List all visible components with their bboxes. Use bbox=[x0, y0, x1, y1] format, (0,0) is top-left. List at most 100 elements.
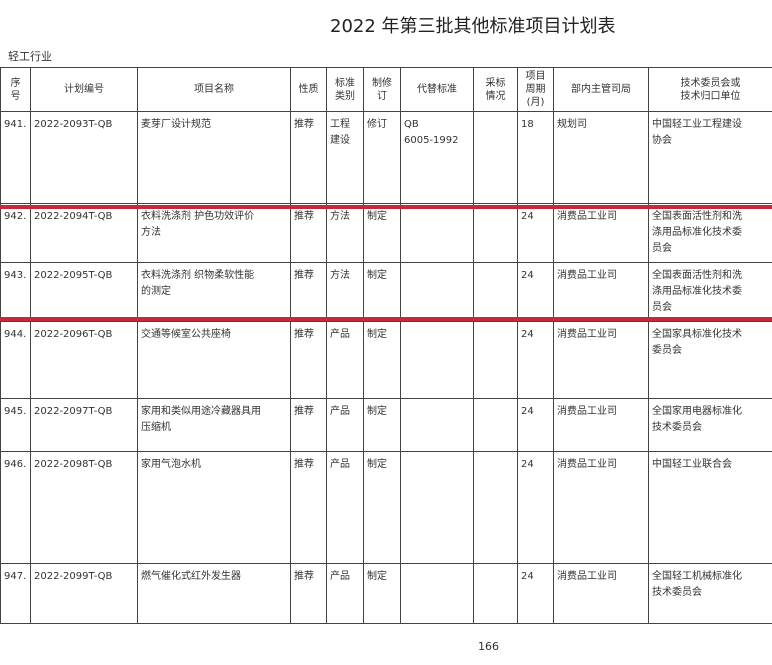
cell: 941. bbox=[0, 111, 31, 204]
cell: 945. bbox=[0, 398, 31, 452]
row: 947. 2022-2099T-QB 燃气催化式红外发生器 推荐 产品 制定 24 消费品工业… bbox=[0, 563, 772, 624]
cell: 消费品工业司 bbox=[553, 451, 649, 564]
cell: 943. bbox=[0, 262, 31, 322]
cell: 家用气泡水机 bbox=[137, 451, 291, 564]
row: 943. 2022-2095T-QB 衣料洗涤剂 织物柔软性能 的测定 推荐 方法 制定 2… bbox=[0, 262, 772, 322]
cell: 消费品工业司 bbox=[553, 563, 649, 624]
cell: 推荐 bbox=[290, 451, 327, 564]
column-header: 项目 周期 (月) bbox=[517, 67, 554, 112]
cell: 燃气催化式红外发生器 bbox=[137, 563, 291, 624]
cell: 24 bbox=[517, 321, 554, 399]
cell: 中国轻工业联合会 bbox=[648, 451, 772, 564]
column-header: 性质 bbox=[290, 67, 327, 112]
cell: 制定 bbox=[363, 262, 401, 322]
cell: 产品 bbox=[326, 398, 364, 452]
cell: 制定 bbox=[363, 563, 401, 624]
cell bbox=[473, 451, 518, 564]
cell: 消费品工业司 bbox=[553, 203, 649, 263]
cell: 全国家用电器标准化 技术委员会 bbox=[648, 398, 772, 452]
column-header: 制修 订 bbox=[363, 67, 401, 112]
cell: 推荐 bbox=[290, 563, 327, 624]
cell: 946. bbox=[0, 451, 31, 564]
cell: 全国家具标准化技术 委员会 bbox=[648, 321, 772, 399]
cell: 942. bbox=[0, 203, 31, 263]
red-line bbox=[0, 317, 772, 321]
cell bbox=[400, 451, 474, 564]
cell: 推荐 bbox=[290, 321, 327, 399]
row: 941. 2022-2093T-QB 麦芽厂设计规范 推荐 工程 建设 修订 QB 6005… bbox=[0, 111, 772, 204]
cell bbox=[473, 262, 518, 322]
column-header: 序 号 bbox=[0, 67, 31, 112]
cell: 全国表面活性剂和洗 涤用品标准化技术委 员会 bbox=[648, 262, 772, 322]
cell: 全国轻工机械标准化 技术委员会 bbox=[648, 563, 772, 624]
column-header: 标准 类别 bbox=[326, 67, 364, 112]
cell bbox=[400, 203, 474, 263]
cell: 消费品工业司 bbox=[553, 398, 649, 452]
cell: 衣料洗涤剂 护色功效评价 方法 bbox=[137, 203, 291, 263]
cell: 修订 bbox=[363, 111, 401, 204]
cell: 2022-2095T-QB bbox=[30, 262, 138, 322]
cell: 24 bbox=[517, 262, 554, 322]
cell: 推荐 bbox=[290, 203, 327, 263]
cell: 2022-2099T-QB bbox=[30, 563, 138, 624]
column-header: 计划编号 bbox=[30, 67, 138, 112]
column-header: 项目名称 bbox=[137, 67, 291, 112]
cell bbox=[473, 321, 518, 399]
cell bbox=[400, 398, 474, 452]
header-row: 序 号计划编号 项目名称 性质 标准 类别 制修 订代替标准 采标 情况 项目 周期 (月)… bbox=[0, 67, 772, 112]
column-header: 部内主管司局 bbox=[553, 67, 649, 112]
cell bbox=[473, 398, 518, 452]
column-header: 技术委员会或 技术归口单位 bbox=[648, 67, 772, 112]
cell: 18 bbox=[517, 111, 554, 204]
cell: 推荐 bbox=[290, 398, 327, 452]
cell: QB 6005-1992 bbox=[400, 111, 474, 204]
cell: 全国表面活性剂和洗 涤用品标准化技术委 员会 bbox=[648, 203, 772, 263]
cell: 方法 bbox=[326, 262, 364, 322]
cell bbox=[473, 111, 518, 204]
page-number: 166 bbox=[478, 640, 499, 653]
cell bbox=[473, 203, 518, 263]
cell: 制定 bbox=[363, 203, 401, 263]
cell bbox=[400, 262, 474, 322]
cell: 交通等候室公共座椅 bbox=[137, 321, 291, 399]
cell: 产品 bbox=[326, 563, 364, 624]
table: 序 号计划编号 项目名称 性质 标准 类别 制修 订代替标准 采标 情况 项目 周期 (月)… bbox=[0, 67, 772, 624]
cell: 消费品工业司 bbox=[553, 321, 649, 399]
row: 945. 2022-2097T-QB 家用和类似用途冷藏器具用 压缩机 推荐 产品 制定 2… bbox=[0, 398, 772, 452]
cell bbox=[400, 321, 474, 399]
column-header: 采标 情况 bbox=[473, 67, 518, 112]
cell: 24 bbox=[517, 203, 554, 263]
cell: 制定 bbox=[363, 321, 401, 399]
cell: 制定 bbox=[363, 398, 401, 452]
row: 946. 2022-2098T-QB 家用气泡水机 推荐 产品 制定 24 消费品工业司 中国轻… bbox=[0, 451, 772, 564]
cell: 947. bbox=[0, 563, 31, 624]
row: 942. 2022-2094T-QB 衣料洗涤剂 护色功效评价 方法 推荐 方法 制定 24… bbox=[0, 203, 772, 263]
cell: 规划司 bbox=[553, 111, 649, 204]
cell: 24 bbox=[517, 451, 554, 564]
cell: 产品 bbox=[326, 321, 364, 399]
cell: 麦芽厂设计规范 bbox=[137, 111, 291, 204]
cell: 家用和类似用途冷藏器具用 压缩机 bbox=[137, 398, 291, 452]
cell: 制定 bbox=[363, 451, 401, 564]
cell: 产品 bbox=[326, 451, 364, 564]
cell: 推荐 bbox=[290, 262, 327, 322]
red-line bbox=[0, 205, 772, 209]
cell: 24 bbox=[517, 563, 554, 624]
cell: 方法 bbox=[326, 203, 364, 263]
section: 轻工行业 bbox=[8, 50, 52, 63]
row: 944. 2022-2096T-QB 交通等候室公共座椅 推荐 产品 制定 24 消费品工业司… bbox=[0, 321, 772, 399]
cell bbox=[473, 563, 518, 624]
cell: 24 bbox=[517, 398, 554, 452]
cell: 2022-2098T-QB bbox=[30, 451, 138, 564]
cell: 944. bbox=[0, 321, 31, 399]
cell: 2022-2093T-QB bbox=[30, 111, 138, 204]
title: 2022 年第三批其他标准项目计划表 bbox=[330, 16, 616, 37]
cell: 2022-2094T-QB bbox=[30, 203, 138, 263]
cell: 2022-2097T-QB bbox=[30, 398, 138, 452]
cell: 消费品工业司 bbox=[553, 262, 649, 322]
column-header: 代替标准 bbox=[400, 67, 474, 112]
cell: 中国轻工业工程建设 协会 bbox=[648, 111, 772, 204]
cell bbox=[400, 563, 474, 624]
cell: 工程 建设 bbox=[326, 111, 364, 204]
